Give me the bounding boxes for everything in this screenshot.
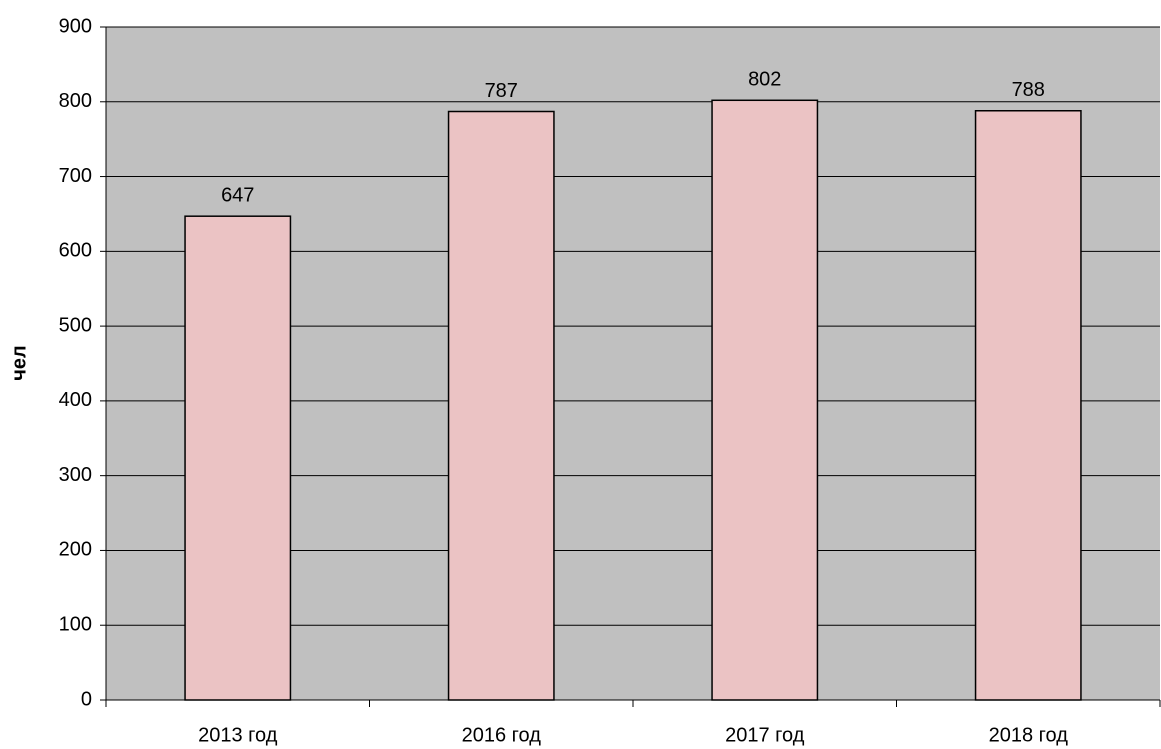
y-tick-label: 600 <box>59 240 92 262</box>
x-tick-label: 2018 год <box>989 724 1069 746</box>
x-tick-label: 2013 год <box>198 724 278 746</box>
x-tick-label: 2017 год <box>725 724 805 746</box>
data-label: 788 <box>1012 79 1045 101</box>
data-label: 647 <box>221 184 254 206</box>
y-tick-label: 300 <box>59 464 92 486</box>
x-tick-label: 2016 год <box>462 724 542 746</box>
y-axis-label: чел <box>8 345 30 380</box>
bar <box>447 110 555 701</box>
bar <box>974 110 1082 701</box>
data-label: 787 <box>485 80 518 102</box>
y-tick-label: 200 <box>59 539 92 561</box>
data-label: 802 <box>748 69 781 91</box>
y-tick-label: 100 <box>59 614 92 636</box>
y-tick-label: 700 <box>59 165 92 187</box>
y-tick-label: 500 <box>59 314 92 336</box>
y-tick-label: 400 <box>59 389 92 411</box>
y-tick-label: 0 <box>81 688 92 710</box>
bar <box>711 99 819 701</box>
y-tick-label: 800 <box>59 90 92 112</box>
bar <box>184 215 292 701</box>
y-tick-label: 900 <box>59 15 92 37</box>
